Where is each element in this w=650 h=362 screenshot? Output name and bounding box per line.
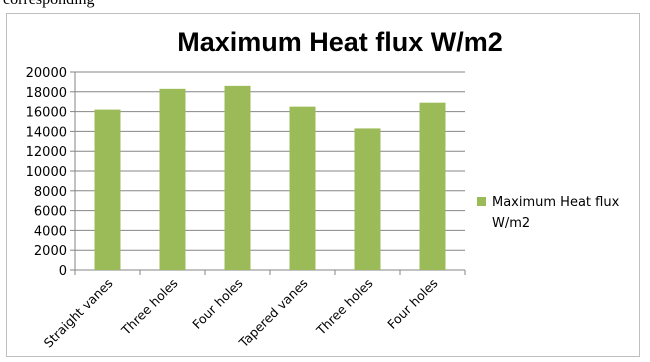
- gridlines: [75, 71, 465, 271]
- bar-4: [354, 128, 381, 270]
- y-tick-label-4: 8000: [34, 185, 67, 200]
- x-tick-label-0: Straight vanes: [41, 276, 116, 351]
- bar-0: [94, 109, 121, 271]
- y-tick-label-9: 18000: [26, 86, 67, 101]
- y-axis-tick-labels: 0 2000 4000 6000 8000 10000 12000 14000 16000 180…: [26, 66, 67, 279]
- x-axis-tick-labels: Straight vanes Three holes Four holesTaper…: [41, 276, 441, 351]
- legend-label-line-2: W/m2: [492, 216, 530, 231]
- y-tick-label-5: 10000: [26, 165, 67, 180]
- legend-label-line-1: Maximum Heat flux: [492, 195, 620, 210]
- y-tick-label-8: 16000: [26, 106, 67, 121]
- legend-swatch: [477, 197, 486, 206]
- y-tick-label-0: 0: [59, 264, 67, 279]
- y-tick-label-3: 6000: [34, 205, 67, 220]
- x-tick-label-2: Four holes: [189, 276, 245, 332]
- y-tick-label-6: 12000: [26, 145, 67, 160]
- y-tick-label-1: 2000: [34, 244, 67, 259]
- bar-1: [159, 88, 186, 270]
- x-tick-label-1: Three holes: [118, 276, 181, 339]
- x-tick-label-4: Three holes: [313, 276, 376, 339]
- clipped-document-text: corresponding: [3, 0, 95, 9]
- y-tick-label-7: 14000: [26, 125, 67, 140]
- y-tick-label-10: 20000: [26, 66, 67, 81]
- y-tick-label-2: 4000: [34, 224, 67, 239]
- x-tick-label-5: Four holes: [384, 276, 440, 332]
- bar-5: [419, 102, 446, 270]
- bar-3: [289, 106, 316, 271]
- axes: [70, 71, 466, 275]
- bar-2: [224, 85, 251, 270]
- x-tick-label-3: Tapered vanes: [235, 276, 310, 351]
- chart-title: Maximum Heat flux W/m2: [177, 27, 503, 57]
- legend: Maximum Heat flux W/m2: [477, 195, 620, 231]
- bars: [94, 85, 446, 271]
